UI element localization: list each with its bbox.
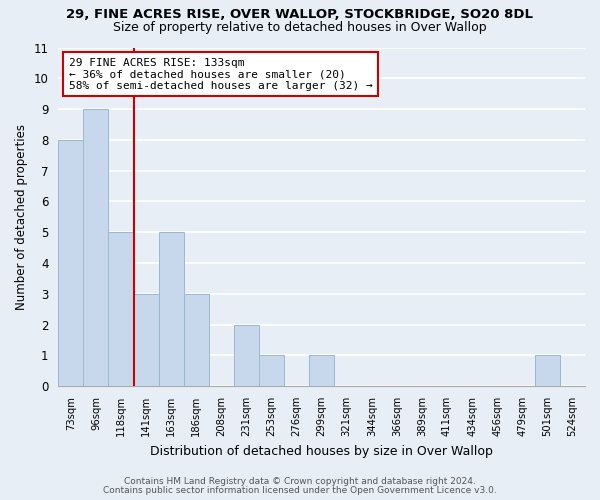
Bar bbox=[58, 140, 83, 386]
Text: Contains HM Land Registry data © Crown copyright and database right 2024.: Contains HM Land Registry data © Crown c… bbox=[124, 477, 476, 486]
Bar bbox=[184, 294, 209, 386]
Bar bbox=[109, 232, 134, 386]
Text: Size of property relative to detached houses in Over Wallop: Size of property relative to detached ho… bbox=[113, 21, 487, 34]
Y-axis label: Number of detached properties: Number of detached properties bbox=[15, 124, 28, 310]
X-axis label: Distribution of detached houses by size in Over Wallop: Distribution of detached houses by size … bbox=[150, 444, 493, 458]
Bar bbox=[234, 324, 259, 386]
Bar bbox=[83, 109, 109, 386]
Bar bbox=[535, 356, 560, 386]
Bar bbox=[309, 356, 334, 386]
Bar bbox=[158, 232, 184, 386]
Text: Contains public sector information licensed under the Open Government Licence v3: Contains public sector information licen… bbox=[103, 486, 497, 495]
Text: 29, FINE ACRES RISE, OVER WALLOP, STOCKBRIDGE, SO20 8DL: 29, FINE ACRES RISE, OVER WALLOP, STOCKB… bbox=[67, 8, 533, 20]
Text: 29 FINE ACRES RISE: 133sqm
← 36% of detached houses are smaller (20)
58% of semi: 29 FINE ACRES RISE: 133sqm ← 36% of deta… bbox=[69, 58, 373, 91]
Bar bbox=[134, 294, 158, 386]
Bar bbox=[259, 356, 284, 386]
